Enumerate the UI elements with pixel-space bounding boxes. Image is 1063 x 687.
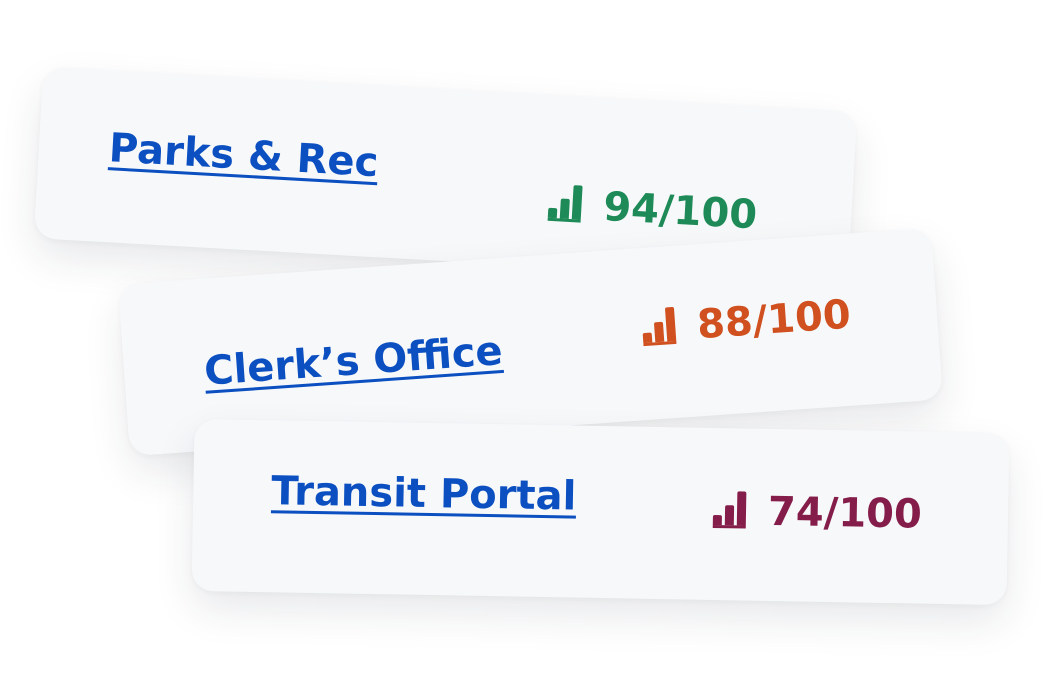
signal-bars-icon	[712, 488, 747, 529]
link-clerks-office[interactable]: Clerk’s Office	[202, 328, 505, 395]
score-parks-rec: 94/100	[547, 181, 759, 239]
link-parks-rec[interactable]: Parks & Rec	[107, 125, 380, 187]
link-transit-portal[interactable]: Transit Portal	[270, 468, 577, 520]
signal-bars-icon	[640, 304, 677, 347]
score-value: 94/100	[602, 183, 759, 239]
score-value: 88/100	[695, 291, 853, 349]
score-clerks-office: 88/100	[640, 291, 853, 352]
signal-bars-icon	[547, 181, 583, 223]
score-value: 74/100	[767, 488, 923, 538]
card-transit-portal: Transit Portal 74/100	[191, 418, 1010, 606]
score-transit-portal: 74/100	[712, 488, 923, 538]
